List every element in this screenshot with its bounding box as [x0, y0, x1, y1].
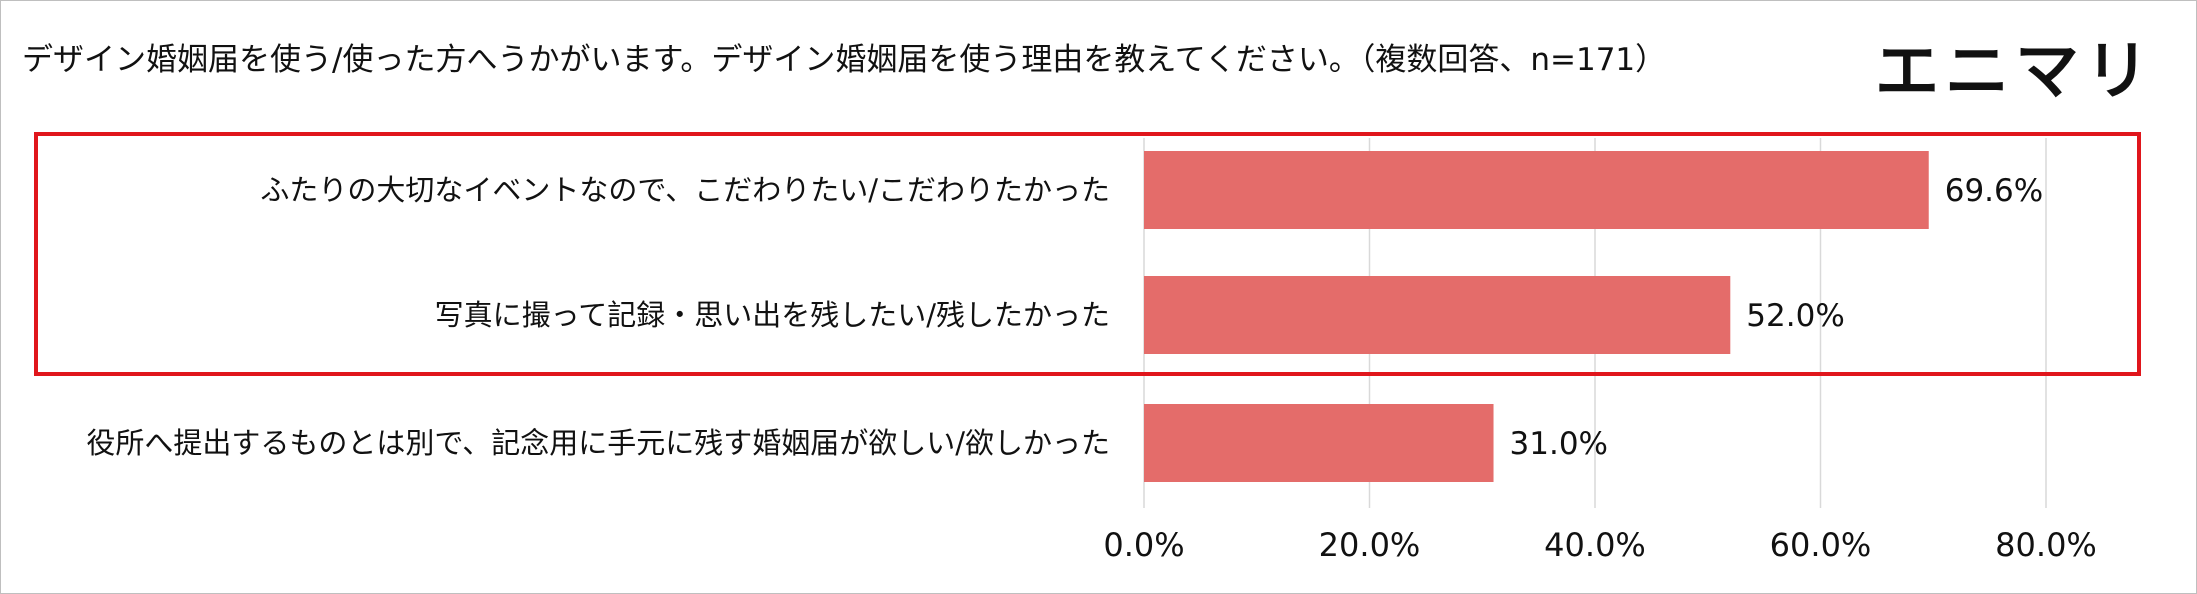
bar — [1144, 151, 1929, 229]
category-label: 役所へ提出するものとは別で、記念用に手元に残す婚姻届が欲しい/欲しかった — [86, 426, 1110, 460]
x-tick-label: 0.0% — [1103, 526, 1184, 564]
category-label: ふたりの大切なイベントなので、こだわりたい/こだわりたかった — [260, 173, 1110, 207]
x-tick-label: 80.0% — [1995, 526, 2097, 564]
data-label: 69.6% — [1945, 173, 2043, 209]
x-tick-label: 40.0% — [1544, 526, 1646, 564]
data-label: 31.0% — [1510, 426, 1608, 462]
x-tick-label: 20.0% — [1319, 526, 1421, 564]
chart-title: デザイン婚姻届を使う/使った方へうかがいます。デザイン婚姻届を使う理由を教えてく… — [22, 42, 1667, 78]
category-label: 写真に撮って記録・思い出を残したい/残したかった — [435, 298, 1110, 332]
bar — [1144, 276, 1731, 354]
x-tick-label: 60.0% — [1770, 526, 1872, 564]
bar — [1144, 404, 1494, 482]
brand-logo: エニマリ — [1875, 35, 2155, 109]
highlight-box — [34, 132, 2141, 376]
data-label: 52.0% — [1746, 298, 1844, 334]
